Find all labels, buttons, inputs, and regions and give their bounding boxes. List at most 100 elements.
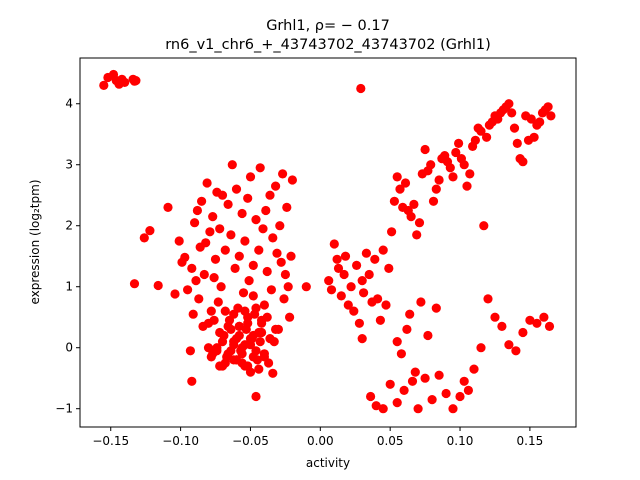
data-point bbox=[248, 260, 258, 270]
data-point bbox=[187, 376, 197, 386]
data-point bbox=[410, 367, 420, 377]
x-tick-label: 0.05 bbox=[377, 434, 404, 448]
data-point bbox=[349, 306, 359, 316]
data-point bbox=[216, 282, 226, 292]
data-point bbox=[375, 315, 385, 325]
data-point bbox=[378, 245, 388, 255]
data-point bbox=[459, 160, 469, 170]
x-tick-label: −0.15 bbox=[92, 434, 129, 448]
data-point bbox=[416, 297, 426, 307]
data-point bbox=[413, 404, 423, 414]
x-axis-ticks: −0.15 −0.10 −0.05 0.00 0.05 0.10 0.15 bbox=[92, 427, 543, 448]
data-point bbox=[389, 196, 399, 206]
data-point bbox=[261, 205, 271, 216]
data-point bbox=[226, 230, 236, 240]
data-point bbox=[400, 178, 411, 188]
y-axis-label: expression (log₂tpm) bbox=[28, 179, 42, 304]
data-point bbox=[231, 334, 242, 344]
data-point bbox=[271, 181, 281, 191]
data-point bbox=[354, 318, 364, 328]
data-point bbox=[405, 309, 415, 319]
plot-area-frame bbox=[79, 57, 577, 428]
data-point bbox=[448, 172, 458, 182]
y-tick-label: 0 bbox=[65, 341, 73, 355]
data-point bbox=[384, 263, 394, 273]
data-point bbox=[518, 157, 528, 167]
data-point bbox=[509, 123, 520, 133]
data-point bbox=[257, 327, 267, 338]
data-point bbox=[131, 76, 141, 86]
data-point bbox=[139, 233, 149, 243]
data-point bbox=[470, 135, 480, 145]
data-point bbox=[482, 132, 492, 142]
chart-title-line2: rn6_v1_chr6_+_43743702_43743702 (Grhl1) bbox=[165, 37, 491, 53]
data-point bbox=[220, 306, 230, 316]
data-point bbox=[370, 254, 380, 264]
y-tick-label: 4 bbox=[65, 97, 73, 111]
data-point bbox=[395, 184, 405, 194]
data-point bbox=[210, 254, 221, 264]
data-point bbox=[428, 196, 439, 206]
data-point bbox=[275, 221, 285, 231]
data-point bbox=[339, 269, 349, 280]
data-point bbox=[326, 285, 337, 295]
y-axis-ticks: −1 0 1 2 3 4 bbox=[55, 97, 80, 416]
data-point bbox=[525, 315, 535, 325]
data-point bbox=[366, 391, 376, 402]
data-point bbox=[206, 352, 216, 362]
data-point bbox=[271, 324, 281, 334]
data-point bbox=[251, 215, 261, 225]
data-point bbox=[220, 245, 230, 255]
data-point bbox=[392, 337, 402, 347]
data-point bbox=[431, 184, 441, 194]
data-point bbox=[217, 190, 228, 200]
data-point bbox=[479, 221, 489, 231]
data-point bbox=[153, 280, 163, 291]
data-point bbox=[332, 254, 342, 264]
data-point bbox=[490, 312, 500, 322]
data-point bbox=[504, 340, 514, 350]
data-point bbox=[357, 334, 367, 344]
data-point bbox=[518, 327, 528, 338]
data-point bbox=[441, 388, 451, 399]
data-point bbox=[448, 404, 458, 414]
data-point bbox=[238, 288, 249, 298]
data-point bbox=[254, 364, 264, 374]
data-point bbox=[226, 324, 236, 334]
data-point bbox=[208, 212, 218, 222]
data-point bbox=[546, 111, 556, 121]
data-point bbox=[174, 236, 184, 246]
data-point bbox=[283, 282, 293, 292]
data-point bbox=[431, 303, 441, 313]
y-tick-label: −1 bbox=[55, 402, 73, 416]
data-point bbox=[185, 346, 195, 356]
data-point bbox=[259, 300, 269, 310]
data-point bbox=[229, 355, 239, 365]
data-point bbox=[352, 260, 362, 270]
data-point bbox=[454, 138, 464, 148]
data-point bbox=[301, 282, 311, 292]
data-point bbox=[469, 364, 479, 374]
data-point bbox=[361, 248, 371, 258]
data-point bbox=[434, 370, 444, 380]
data-point bbox=[539, 312, 549, 322]
data-point bbox=[227, 160, 237, 170]
chart-title-line1: Grhl1, ρ= − 0.17 bbox=[266, 18, 390, 34]
data-point bbox=[287, 175, 297, 185]
data-point bbox=[251, 391, 261, 402]
data-point bbox=[248, 352, 258, 362]
data-point bbox=[371, 401, 381, 411]
data-point bbox=[412, 230, 422, 240]
data-point bbox=[279, 294, 289, 304]
data-point bbox=[163, 202, 173, 212]
data-point bbox=[396, 349, 406, 359]
data-point bbox=[243, 312, 253, 322]
data-point bbox=[535, 117, 545, 127]
data-point bbox=[202, 178, 212, 188]
data-point bbox=[199, 269, 209, 280]
data-point bbox=[212, 346, 222, 356]
data-point bbox=[215, 327, 225, 338]
data-point bbox=[245, 367, 256, 377]
data-point bbox=[544, 321, 555, 331]
data-point bbox=[402, 324, 412, 334]
